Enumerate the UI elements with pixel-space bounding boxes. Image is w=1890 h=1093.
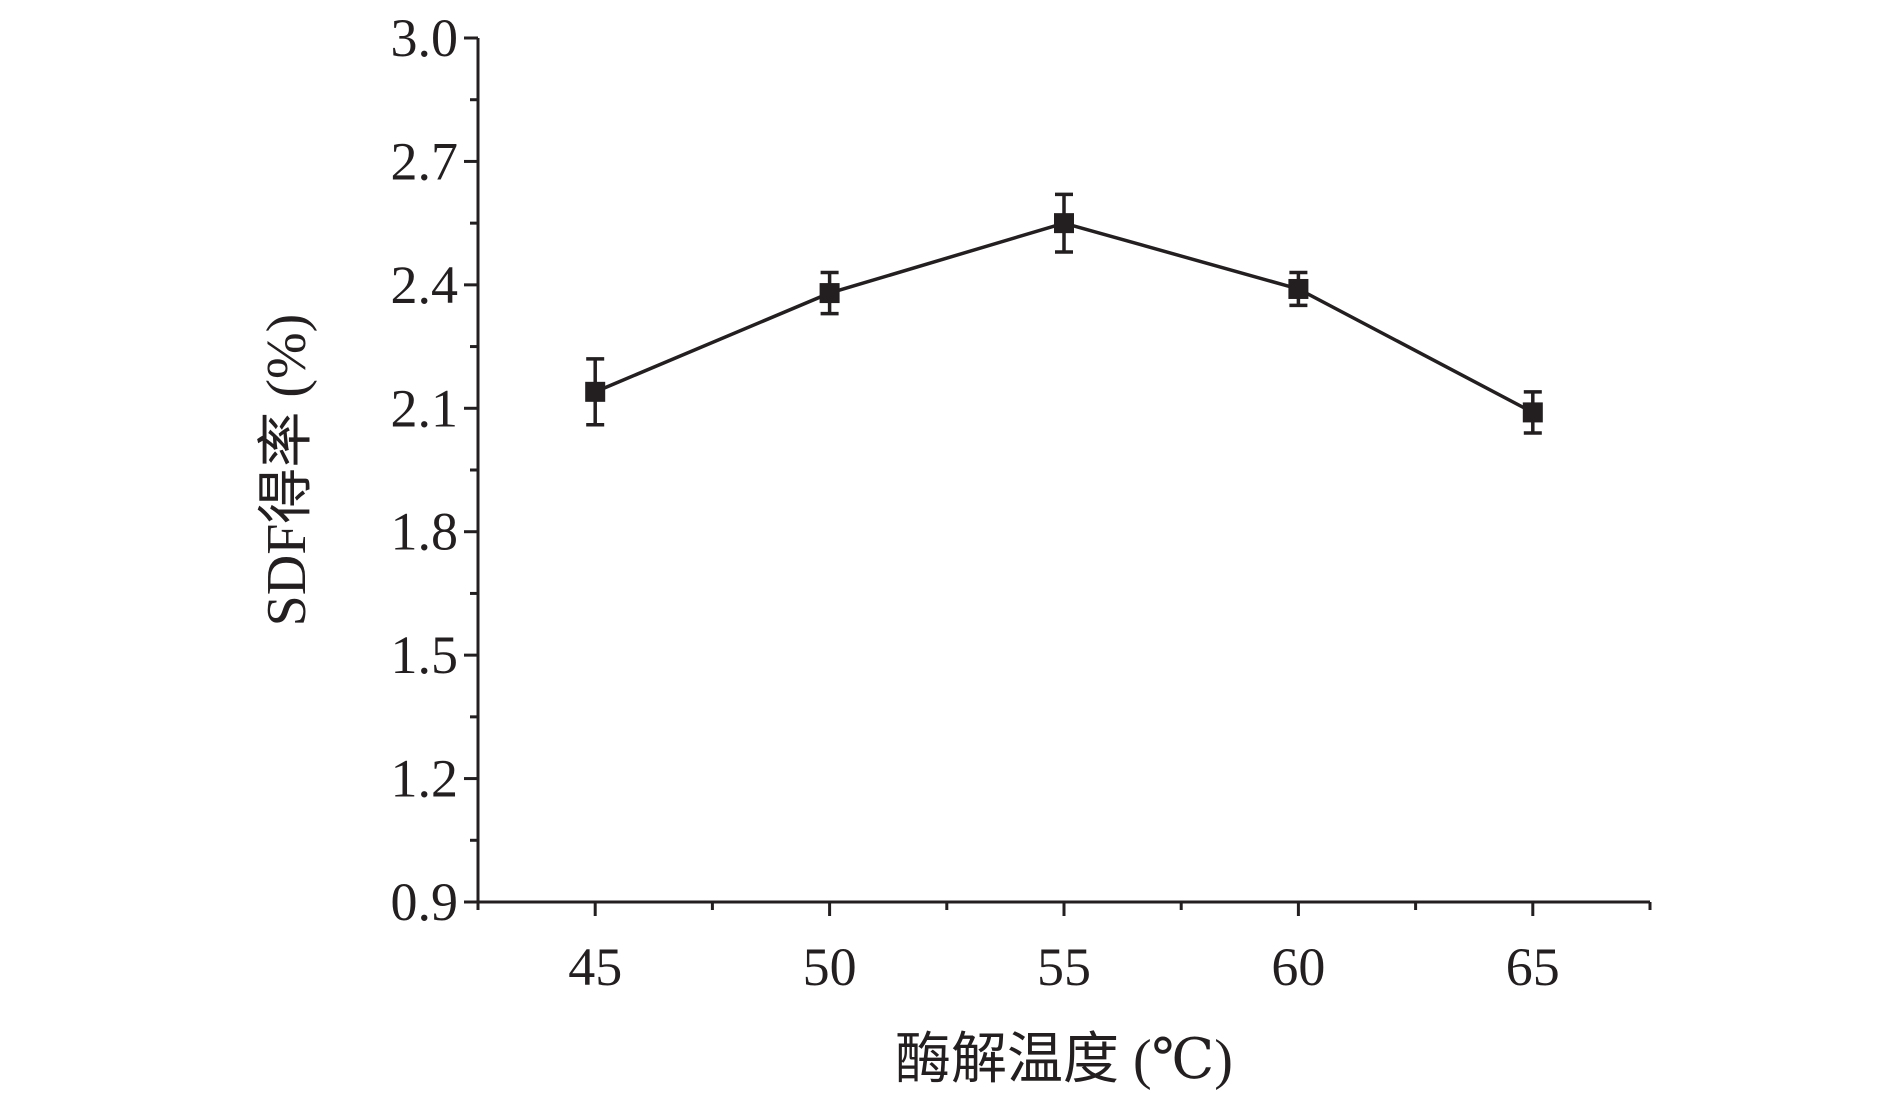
tick-labels: 0.9 1.2 1.5 1.8 2.1 2.4 2.7 3.0 45 50 55 60 65 [391, 8, 1560, 997]
data-point [1054, 213, 1074, 234]
x-tick-label: 50 [803, 937, 857, 997]
data-point [585, 381, 606, 402]
y-tick-label: 1.2 [391, 749, 459, 809]
data-point [819, 283, 840, 304]
series [585, 192, 1543, 435]
y-tick-label: 2.7 [391, 131, 459, 191]
x-axis-title: 酶解温度 (℃) [895, 1029, 1233, 1091]
data-point [1522, 402, 1543, 423]
y-tick-label: 2.1 [391, 378, 459, 438]
y-tick-label: 1.5 [391, 625, 459, 685]
y-tick-label: 0.9 [391, 872, 459, 932]
y-tick-label: 1.8 [391, 502, 459, 562]
y-axis-title: SDF得率 (%) [256, 314, 318, 627]
x-tick-label: 45 [568, 937, 622, 997]
y-tick-label: 2.4 [391, 255, 459, 315]
x-tick-label: 60 [1271, 937, 1325, 997]
ticks [464, 36, 1652, 916]
axes [476, 38, 1650, 904]
x-tick-label: 55 [1037, 937, 1091, 997]
x-tick-label: 65 [1506, 937, 1560, 997]
y-tick-label: 3.0 [391, 8, 459, 68]
data-point [1288, 278, 1309, 299]
